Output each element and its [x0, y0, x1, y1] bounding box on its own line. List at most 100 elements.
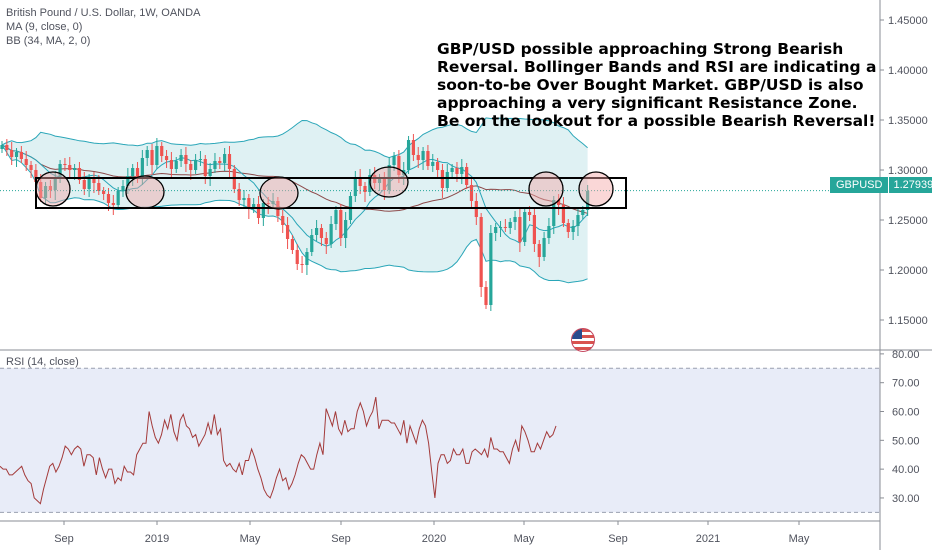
moving-average-line[interactable] — [1, 144, 588, 247]
candle-body — [77, 168, 82, 180]
reversal-circle[interactable] — [528, 171, 564, 207]
candle-body — [223, 154, 227, 163]
candle — [571, 220, 575, 240]
candle — [271, 193, 275, 208]
candle — [310, 229, 314, 256]
candle — [208, 163, 212, 186]
time-tick-label: May — [240, 533, 261, 545]
reversal-circle[interactable] — [259, 176, 299, 210]
bollinger-upper-line[interactable] — [1, 117, 588, 159]
symbol-title[interactable]: British Pound / U.S. Dollar, 1W, OANDA — [6, 7, 201, 19]
bollinger-band-fill — [2, 117, 588, 283]
reversal-circle[interactable] — [35, 171, 71, 207]
candle-body — [102, 191, 106, 194]
candle — [10, 142, 14, 165]
reversal-circle[interactable] — [369, 166, 409, 198]
candle — [53, 171, 57, 200]
candle-body — [145, 150, 149, 158]
candle-body — [484, 287, 488, 305]
reversal-circle[interactable] — [125, 175, 165, 209]
ma-indicator-label[interactable]: MA (9, close, 0) — [6, 21, 83, 33]
price-tag-value: 1.27939 — [888, 177, 932, 193]
price-tick-label: 1.35000 — [888, 115, 928, 127]
candle — [382, 172, 386, 200]
candle-body — [537, 244, 541, 257]
candle — [469, 179, 474, 207]
bollinger-basis-line[interactable] — [1, 144, 588, 214]
candle — [358, 169, 362, 194]
candle-body — [295, 250, 299, 264]
candle-body — [24, 159, 28, 165]
candle-body — [48, 186, 52, 190]
candle — [237, 183, 241, 206]
candle — [82, 172, 86, 195]
candle-body — [189, 164, 193, 170]
candle — [227, 146, 232, 179]
candle — [247, 194, 251, 219]
candle-body — [426, 151, 430, 166]
candle-body — [203, 159, 207, 176]
candle — [406, 136, 411, 174]
candle — [542, 232, 546, 261]
candle — [58, 160, 62, 183]
bb-indicator-label[interactable]: BB (34, MA, 2, 0) — [6, 35, 91, 47]
candle — [155, 138, 159, 169]
candle-body — [358, 177, 362, 186]
candle — [513, 211, 517, 230]
us-flag-icon[interactable] — [571, 328, 595, 352]
candle — [150, 144, 154, 175]
candle-body — [58, 164, 62, 179]
candle-body — [300, 264, 304, 265]
candle-body — [213, 161, 217, 169]
candle-body — [150, 150, 154, 165]
candle — [484, 281, 488, 309]
candle — [450, 164, 454, 178]
rsi-indicator-label[interactable]: RSI (14, close) — [6, 356, 79, 368]
candle-body — [179, 155, 183, 161]
candle — [145, 146, 149, 166]
candle — [43, 182, 48, 204]
candle — [164, 150, 169, 168]
candle — [557, 194, 561, 215]
candle-body — [155, 146, 159, 165]
candle-body — [479, 217, 483, 287]
candle — [252, 198, 256, 213]
candle — [213, 153, 217, 173]
candle-body — [227, 154, 232, 169]
candle — [92, 172, 96, 193]
candle-body — [523, 212, 527, 242]
price-tag-symbol: GBPUSD — [830, 177, 889, 193]
candle-body — [34, 170, 38, 182]
candle-body — [285, 225, 290, 239]
candle — [198, 151, 203, 166]
candle-body — [319, 228, 324, 238]
reversal-circle[interactable] — [578, 171, 614, 207]
candle-body — [566, 223, 570, 232]
candle — [194, 154, 198, 174]
candle-body — [184, 155, 188, 164]
rsi-tick-label: 40.00 — [892, 464, 920, 476]
candle-body — [513, 217, 517, 222]
candle — [242, 190, 246, 208]
candle — [518, 209, 522, 252]
candle-body — [508, 222, 512, 228]
candle-body — [305, 252, 309, 265]
candle — [436, 158, 440, 178]
candle — [160, 142, 164, 162]
candle — [411, 134, 415, 161]
price-tick-label: 1.15000 — [888, 315, 928, 327]
candle-body — [363, 186, 367, 192]
candle — [174, 157, 178, 173]
candle — [285, 217, 290, 249]
candle-body — [315, 228, 319, 235]
rsi-line[interactable] — [0, 396, 557, 505]
time-tick-label: 2019 — [145, 533, 169, 545]
candle — [503, 219, 507, 232]
candle-body — [39, 182, 43, 198]
candle-body — [198, 159, 203, 160]
candle — [19, 146, 23, 163]
candle — [547, 218, 551, 244]
candle-body — [465, 167, 469, 185]
